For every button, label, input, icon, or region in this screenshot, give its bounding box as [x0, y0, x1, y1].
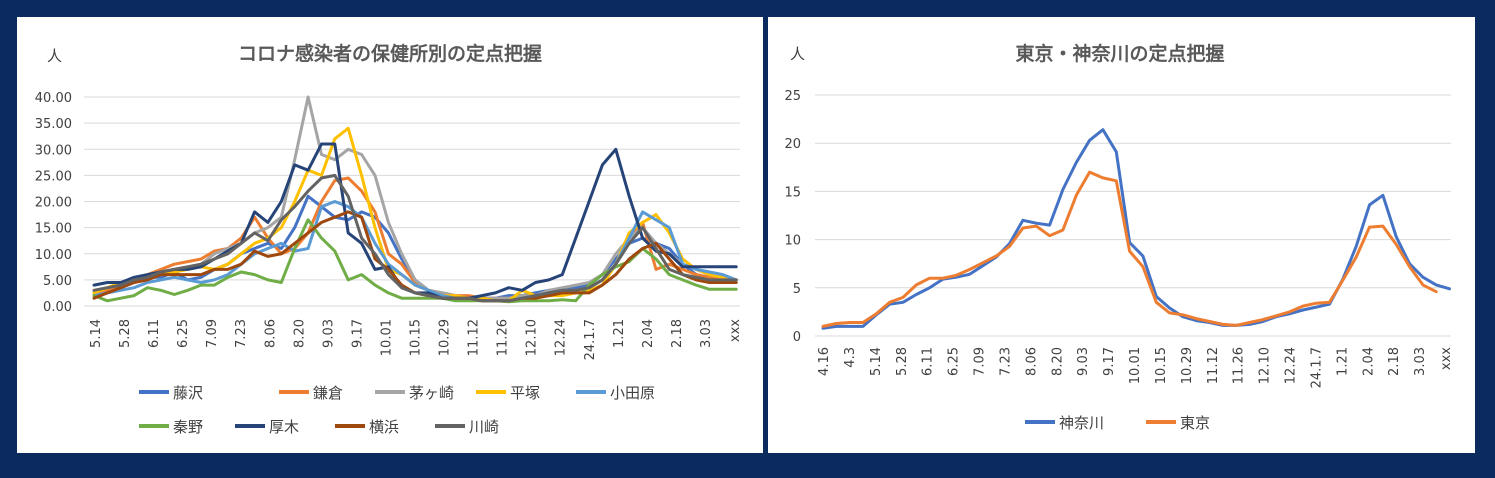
chart-left: 人 コロナ感染者の保健所別の定点把握 0.00 5.00 10.00 15.00 20.…: [35, 42, 743, 436]
y-tick-label: 5.00: [43, 274, 72, 289]
x-tick-label: 8.20: [1050, 347, 1065, 376]
x-tick-label: 6.11: [147, 319, 162, 348]
y-unit-label: 人: [47, 47, 62, 65]
x-tick-label: 2.04: [1361, 347, 1376, 376]
y-tick-label: 0: [793, 330, 801, 345]
y-tick-label: 15: [784, 185, 801, 200]
series-line-6: [92, 218, 738, 304]
x-tick-label: 10.01: [1128, 347, 1143, 384]
legend-label: 東京: [1180, 414, 1210, 432]
x-tick-label: 12.10: [525, 319, 540, 356]
x-tick-label: 10.15: [1154, 347, 1169, 384]
x-tick-label: 9.03: [321, 319, 336, 348]
x-tick-label: 11.26: [496, 319, 511, 356]
y-tick-label: 10: [784, 234, 801, 249]
x-tick-label: 8.20: [292, 319, 307, 348]
legend-label: 横浜: [369, 418, 399, 436]
x-tick-label: 12.24: [1284, 347, 1299, 384]
x-tick-label: 6.25: [947, 347, 962, 376]
x-tick-label: 24.1.7: [583, 319, 598, 360]
x-tick-label: 6.25: [176, 319, 191, 348]
chart-panel-left: 人 コロナ感染者の保健所別の定点把握 0.00 5.00 10.00 15.00 20.…: [17, 17, 763, 453]
chart-title: 東京・神奈川の定点把握: [1015, 42, 1224, 65]
y-tick-label: 40.00: [35, 91, 72, 106]
x-tick-label: 5.28: [895, 347, 910, 376]
x-tick-label: 10.15: [409, 319, 424, 356]
y-tick-label: 15.00: [35, 222, 72, 237]
legend-label: 神奈川: [1059, 414, 1104, 432]
legend-label: 川崎: [469, 418, 499, 436]
x-tick-label: 3.03: [699, 319, 714, 348]
series-line-1: [821, 128, 1451, 330]
y-tick-label: 35.00: [35, 117, 72, 132]
legend-label: 小田原: [610, 384, 655, 402]
x-tick-label: 8.06: [263, 319, 278, 348]
x-tick-label: 5.14: [89, 319, 104, 348]
y-tick-label: 10.00: [35, 248, 72, 263]
x-tick-label: xxx: [728, 319, 743, 342]
x-tick-label: 7.23: [998, 347, 1013, 376]
x-tick-label: 11.12: [467, 319, 482, 356]
x-tick-label: 4.3: [843, 347, 858, 368]
x-tick-label: 12.24: [554, 319, 569, 356]
legend-label: 秦野: [173, 418, 203, 436]
x-tick-label: 2.18: [1387, 347, 1402, 376]
series-line-9: [92, 173, 738, 303]
y-tick-label: 30.00: [35, 143, 72, 158]
x-tick-label: 11.26: [1232, 347, 1247, 384]
x-tick-label: 9.17: [1102, 347, 1117, 376]
legend-label: 茅ヶ崎: [409, 384, 454, 402]
x-tick-label: 5.28: [118, 319, 133, 348]
x-tick-label: 6.11: [921, 347, 936, 376]
x-tick-label: 11.12: [1206, 347, 1221, 384]
chart-title: コロナ感染者の保健所別の定点把握: [238, 42, 542, 65]
y-tick-label: 20.00: [35, 196, 72, 211]
x-tick-label: 1.21: [612, 319, 627, 348]
chart-panel-right: 人 東京・神奈川の定点把握 0 5 10 15 20 25 4.16 4.3 5.14 5.28 6…: [768, 17, 1475, 453]
x-tick-label: 10.29: [438, 319, 453, 356]
x-tick-label: 1.21: [1335, 347, 1350, 376]
x-tick-label: 8.06: [1024, 347, 1039, 376]
x-tick-label: 7.23: [234, 319, 249, 348]
x-tick-label: 2.04: [641, 319, 656, 348]
x-tick-label: 2.18: [670, 319, 685, 348]
chart-right: 人 東京・神奈川の定点把握 0 5 10 15 20 25 4.16 4.3 5.14 5.28 6…: [784, 42, 1454, 432]
y-tick-label: 25.00: [35, 169, 72, 184]
x-tick-label: 9.17: [350, 319, 365, 348]
x-tick-label: 7.09: [973, 347, 988, 376]
legend-label: 平塚: [510, 384, 540, 402]
y-tick-label: 25: [784, 89, 801, 104]
series-line-5: [92, 200, 738, 303]
x-tick-label: 10.29: [1180, 347, 1195, 384]
series-line-2: [821, 170, 1438, 328]
legend-label: 鎌倉: [313, 384, 343, 402]
legend-label: 藤沢: [173, 384, 203, 402]
x-tick-label: 7.09: [205, 319, 220, 348]
x-tick-label: 4.16: [817, 347, 832, 376]
x-tick-label: 5.14: [869, 347, 884, 376]
y-tick-label: 0.00: [43, 300, 72, 315]
y-unit-label: 人: [790, 45, 805, 63]
x-tick-label: 24.1.7: [1309, 347, 1324, 388]
legend-label: 厚木: [269, 418, 299, 436]
y-tick-label: 5: [793, 282, 801, 297]
x-tick-label: 9.03: [1076, 347, 1091, 376]
x-tick-label: xxx: [1439, 347, 1454, 370]
x-tick-label: 3.03: [1413, 347, 1428, 376]
x-tick-label: 12.10: [1258, 347, 1273, 384]
x-tick-label: 10.01: [379, 319, 394, 356]
y-tick-label: 20: [784, 137, 801, 152]
